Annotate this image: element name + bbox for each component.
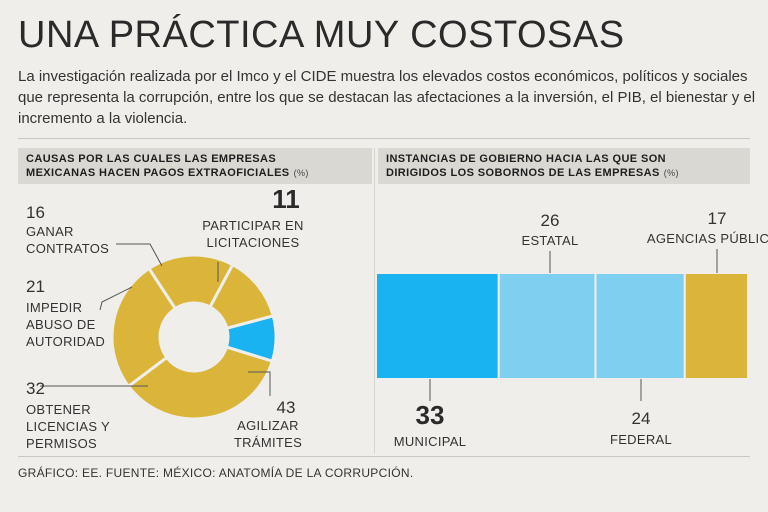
bar-value-2: 24 [632,409,651,428]
donut-label-2-1: LICENCIAS Y [26,419,110,434]
bar-label-0: MUNICIPAL [394,434,467,449]
donut-panel-header: CAUSAS POR LAS CUALES LAS EMPRESAS MEXIC… [18,148,372,184]
donut-value-3: 21 [26,277,45,296]
donut-label-4-0: GANAR [26,224,74,239]
panel-separator [374,148,375,454]
donut-label-4-1: CONTRATOS [26,241,109,256]
bar-label-2: FEDERAL [610,432,672,447]
donut-value-4: 16 [26,203,45,222]
donut-title-line1: CAUSAS POR LAS CUALES LAS EMPRESAS [26,153,277,165]
donut-value-2: 32 [26,379,45,398]
donut-leader-3 [99,286,133,311]
bar-segment-2 [594,272,686,380]
donut-leader-4 [116,243,163,267]
donut-label-0-1: LICITACIONES [207,235,300,250]
donut-label-2-2: PERMISOS [26,436,97,451]
donut-slice-4 [208,262,276,331]
donut-label-1-1: TRÁMITES [234,435,302,450]
donut-label-3-0: IMPEDIR [26,300,82,315]
donut-slice-1 [126,345,275,421]
header-divider [18,138,750,139]
donut-label-3-1: ABUSO DE [26,317,96,332]
bar-title-line1: INSTANCIAS DE GOBIERNO HACIA LAS QUE SON [386,153,667,165]
donut-label-0-0: PARTICIPAR EN [202,218,303,233]
bar-panel-header: INSTANCIAS DE GOBIERNO HACIA LAS QUE SON… [378,148,750,184]
bar-title-line2: DIRIGIDOS LOS SOBORNOS DE LAS EMPRESAS [386,167,660,179]
bar-value-0: 33 [416,400,445,430]
bar-segment-1 [497,272,597,380]
bar-label-1: ESTATAL [521,233,578,248]
donut-label-2-0: OBTENER [26,402,91,417]
bar-label-3: AGENCIAS PÚBLICAS [647,231,768,246]
bar-segment-0 [375,272,500,380]
bar-value-3: 17 [708,209,727,228]
donut-slice-2 [110,266,178,389]
donut-unit: (%) [293,168,309,178]
source-footer: GRÁFICO: EE. FUENTE: MÉXICO: ANATOMÍA DE… [18,466,414,480]
intro-text: La investigación realizada por el Imco y… [18,68,756,127]
donut-title-line2: MEXICANAS HACEN PAGOS EXTRAOFICIALES [26,167,290,179]
bar-outline [375,272,749,380]
donut-value-1: 43 [277,398,296,417]
bar-unit: (%) [663,168,679,178]
donut-label-3-2: AUTORIDAD [26,334,105,349]
donut-value-0: 11 [272,184,300,214]
bar-segment-3 [683,272,750,380]
footer-divider [18,456,750,457]
donut-label-1-0: AGILIZAR [237,418,299,433]
donut-leader-1 [248,371,271,396]
page-title: UNA PRÁCTICA MUY COSTOSAS [18,14,625,56]
bar-value-1: 26 [541,211,560,230]
